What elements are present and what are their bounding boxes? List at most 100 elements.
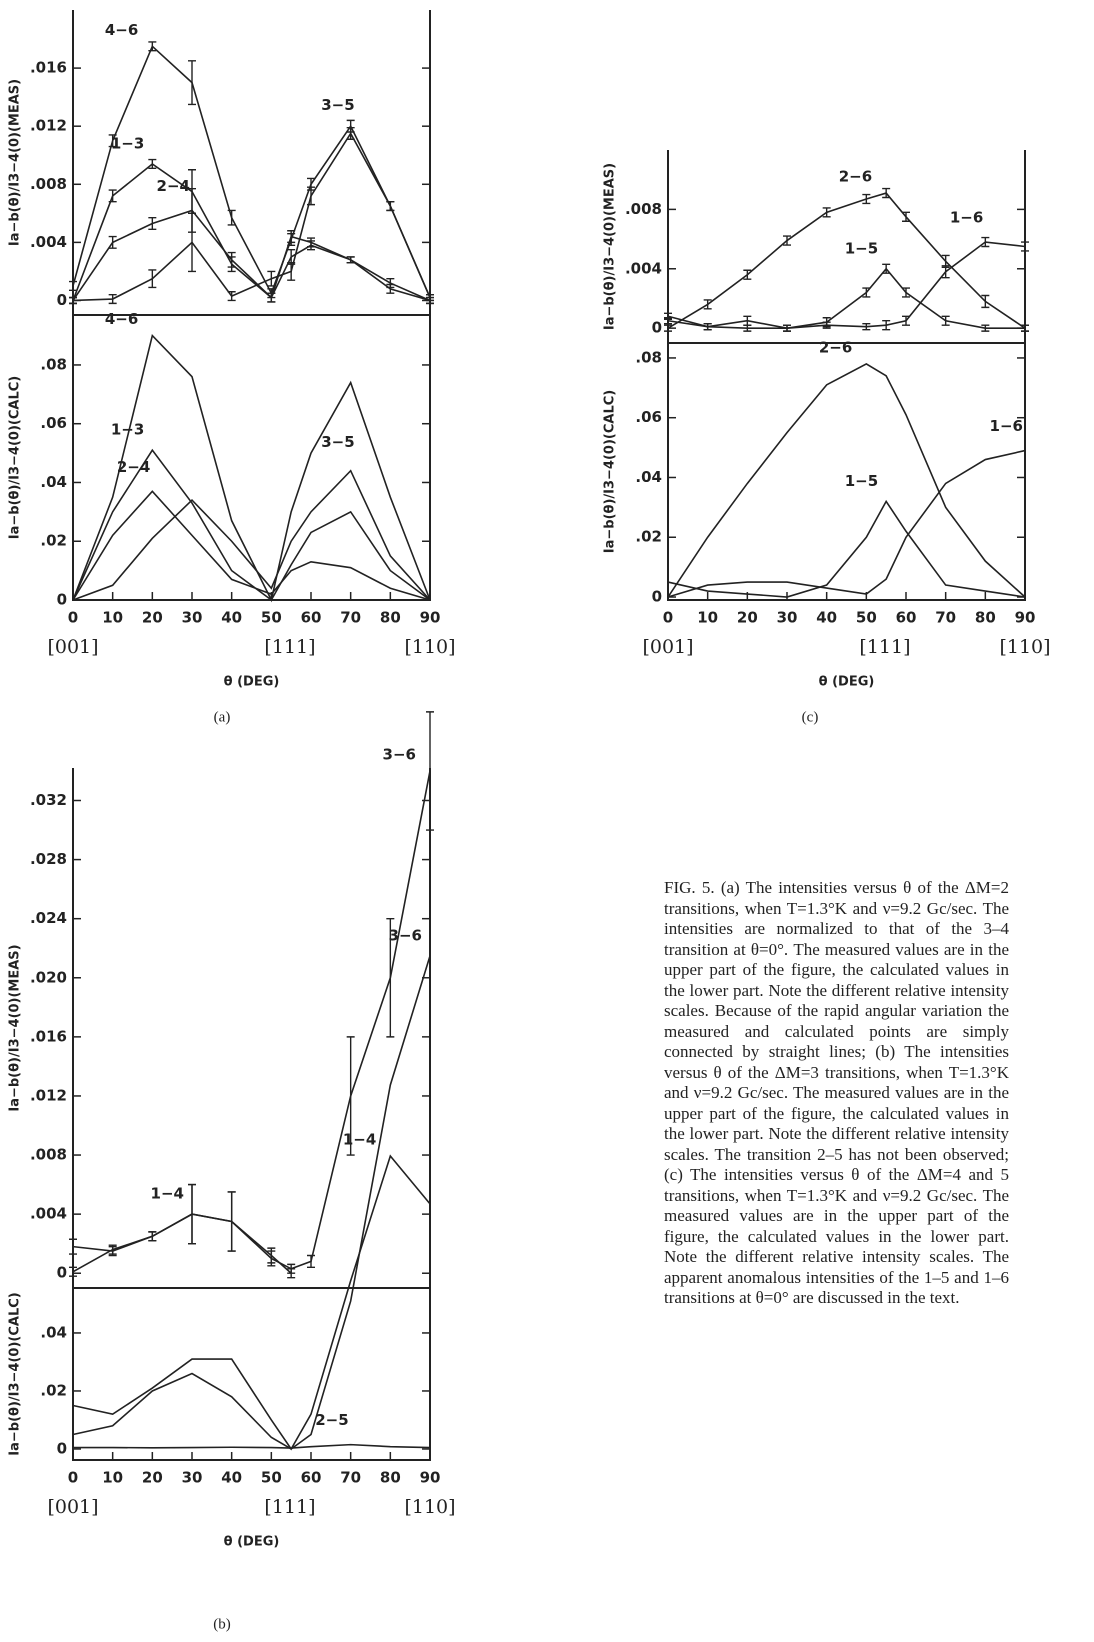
y-tick-label: .016 — [30, 1027, 67, 1045]
x-tick-label: 70 — [935, 609, 956, 627]
error-bar — [108, 134, 117, 148]
error-bar — [743, 269, 752, 280]
x-tick-label: 0 — [68, 1469, 78, 1487]
error-bar — [703, 323, 712, 331]
series-label: 1−5 — [845, 239, 878, 257]
y-tick-label: .08 — [40, 355, 67, 373]
y-tick-label: .012 — [30, 1086, 67, 1104]
series-label: 4−6 — [105, 310, 138, 328]
error-bar — [981, 324, 990, 332]
x-tick-label: 70 — [340, 609, 361, 627]
series-line — [72, 770, 431, 1270]
y-tick-label: .008 — [30, 175, 67, 193]
axis-frame — [72, 1288, 431, 1461]
error-bar — [287, 230, 296, 244]
series-line — [72, 955, 431, 1450]
error-bar — [703, 299, 712, 310]
error-bar — [941, 265, 950, 279]
series-line — [72, 162, 431, 302]
y-tick-label: .06 — [40, 414, 67, 432]
y-axis-label: Ia−b(θ)/I3−4(0)(CALC) — [8, 376, 23, 539]
x-axis-label: θ (DEG) — [224, 675, 280, 690]
x-tick-label: 80 — [380, 609, 401, 627]
error-bar — [108, 1244, 117, 1255]
series-line — [667, 363, 1026, 598]
series-label: 1−3 — [111, 134, 144, 152]
error-bar — [227, 209, 236, 226]
error-bar — [108, 293, 117, 305]
y-tick-label: 0 — [57, 291, 67, 309]
y-tick-label: 0 — [57, 1264, 67, 1282]
error-bar — [783, 235, 791, 246]
y-tick-label: 0 — [57, 1439, 67, 1457]
y-axis-label: Ia−b(θ)/I3−4(0)(MEAS) — [8, 79, 23, 246]
error-bar — [148, 41, 157, 52]
error-bar — [862, 323, 871, 331]
direction-label: [001] — [642, 636, 693, 658]
y-tick-label: .016 — [30, 59, 67, 77]
error-bar — [188, 1183, 196, 1245]
series-line — [667, 499, 1026, 598]
x-tick-label: 60 — [301, 609, 322, 627]
series-label: 1−4 — [151, 1185, 184, 1203]
error-bar — [69, 296, 77, 305]
error-bar — [267, 270, 276, 287]
error-bar — [287, 262, 296, 281]
series-label: 3−5 — [321, 433, 354, 451]
y-tick-label: .004 — [625, 259, 662, 277]
x-tick-label: 90 — [420, 1469, 441, 1487]
x-tick-label: 80 — [975, 609, 996, 627]
series-label: 2−5 — [315, 1411, 348, 1429]
error-bar — [148, 158, 157, 170]
error-bar — [1021, 324, 1029, 332]
x-tick-label: 50 — [261, 609, 282, 627]
direction-label: [111] — [859, 636, 910, 658]
y-tick-label: 0 — [652, 588, 662, 606]
error-bar — [822, 321, 831, 329]
series-line — [72, 490, 431, 601]
error-bar — [307, 1254, 315, 1269]
series-line — [73, 1443, 431, 1449]
x-tick-label: 60 — [896, 609, 917, 627]
x-tick-label: 70 — [340, 1469, 361, 1487]
direction-label: [110] — [999, 636, 1050, 658]
series-label: 1−4 — [343, 1131, 376, 1149]
series-line — [72, 1154, 431, 1451]
error-bar — [386, 201, 395, 212]
y-axis-label: Ia−b(θ)/I3−4(0)(CALC) — [603, 390, 618, 553]
series-label: 3−6 — [383, 745, 416, 763]
error-bar — [664, 324, 672, 332]
x-tick-label: 10 — [102, 609, 123, 627]
series-line — [72, 448, 431, 602]
series-label: 1−6 — [990, 417, 1023, 435]
x-axis-label: θ (DEG) — [224, 1535, 280, 1550]
x-tick-label: 20 — [737, 609, 758, 627]
y-tick-label: .08 — [635, 348, 662, 366]
error-bar — [882, 263, 891, 274]
error-bar — [227, 291, 236, 302]
panel-label: (a) — [214, 709, 231, 725]
error-bar — [346, 1036, 355, 1156]
error-bar — [307, 186, 315, 206]
error-bar — [426, 711, 434, 831]
error-bar — [902, 211, 910, 222]
error-bar — [1021, 241, 1029, 252]
error-bar — [148, 269, 157, 289]
series-label: 1−6 — [950, 209, 983, 227]
error-bar — [307, 240, 315, 251]
y-tick-label: .028 — [30, 850, 67, 868]
x-tick-label: 20 — [142, 609, 163, 627]
y-tick-label: .04 — [635, 468, 662, 486]
y-tick-label: .02 — [40, 532, 67, 550]
series-label: 2−6 — [819, 338, 852, 356]
y-tick-label: .024 — [30, 909, 67, 927]
axis-frame — [72, 10, 431, 316]
series-label: 2−4 — [157, 177, 190, 195]
error-bar — [108, 189, 117, 203]
error-bar — [69, 280, 77, 292]
error-bar — [346, 256, 355, 264]
series-line — [667, 449, 1026, 598]
y-axis-label: Ia−b(θ)/I3−4(0)(MEAS) — [603, 163, 618, 330]
